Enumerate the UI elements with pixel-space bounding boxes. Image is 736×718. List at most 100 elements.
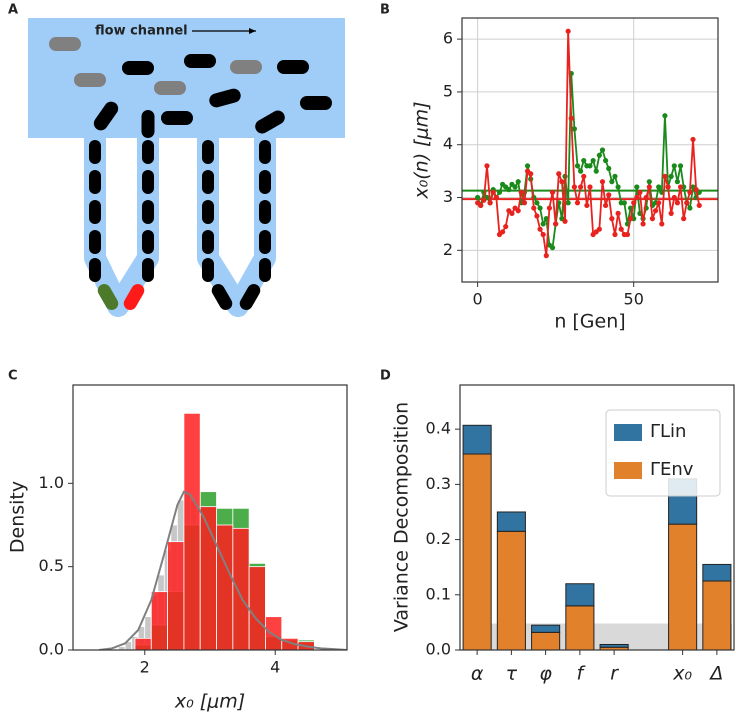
point [581, 157, 587, 164]
panel-letter: A [8, 3, 18, 18]
point [518, 189, 524, 195]
point [609, 216, 615, 222]
cell [49, 37, 81, 51]
point [590, 157, 596, 164]
panel: B 2 3 4 5 6 0 50 n [Gen] x₀(n) [μm] [380, 3, 719, 333]
cell [300, 96, 332, 110]
point [534, 200, 540, 206]
bar-segment [496, 530, 526, 650]
point [593, 168, 599, 174]
point [652, 208, 659, 214]
bar-segment [531, 624, 561, 633]
hist-bar [183, 412, 201, 650]
y-tick-label: 0.4 [426, 419, 451, 438]
hist-bar [265, 616, 283, 650]
point [684, 200, 690, 206]
cell [259, 230, 271, 254]
axes-frame [72, 384, 348, 651]
cell [277, 60, 309, 74]
flow-label: flow channel [95, 24, 188, 39]
point [674, 179, 681, 185]
x-tick-label: φ [539, 663, 552, 685]
point [656, 184, 662, 190]
cell [89, 170, 101, 194]
y-axis-label: Density [7, 481, 29, 553]
x-tick-label: 0 [473, 290, 483, 309]
axes-frame [459, 384, 735, 651]
point [596, 152, 602, 158]
point [634, 194, 640, 201]
x-tick-label: x₀ [672, 663, 692, 685]
bar-segment [702, 580, 732, 650]
point [528, 171, 534, 177]
point [556, 171, 562, 177]
point [537, 205, 543, 211]
point [646, 184, 652, 190]
point [481, 197, 487, 203]
cell [255, 110, 285, 134]
arrow-head [249, 28, 256, 34]
point [546, 205, 553, 211]
panel-letter: D [380, 369, 391, 384]
cell [259, 140, 271, 164]
legend-label: ΓEnv [650, 459, 694, 480]
point [487, 200, 493, 206]
point [562, 218, 568, 224]
point [524, 163, 531, 169]
point [571, 184, 577, 190]
point [640, 221, 646, 227]
point [659, 221, 665, 227]
point [540, 221, 546, 227]
cell [142, 200, 154, 224]
y-tick-label: 0.0 [426, 640, 451, 659]
point [634, 184, 640, 190]
cell [123, 284, 145, 310]
y-tick-label: 4 [443, 134, 453, 153]
point [521, 200, 528, 206]
point [493, 194, 499, 201]
cell [259, 258, 271, 282]
point [649, 216, 656, 222]
diagram: A flow channel [8, 3, 345, 317]
point [543, 253, 549, 259]
y-axis-label: x₀(n) [μm] [411, 101, 433, 199]
point [553, 221, 559, 227]
cell [184, 54, 216, 68]
cell [89, 258, 101, 282]
point [612, 231, 618, 238]
y-tick-label: 0.1 [426, 584, 451, 603]
y-tick-label: 0.0 [39, 640, 64, 659]
point [512, 184, 518, 190]
cell [142, 140, 154, 164]
point [618, 226, 624, 232]
point [606, 192, 612, 198]
y-tick-label: 0.2 [426, 529, 451, 548]
point [599, 179, 606, 185]
cell [259, 170, 271, 194]
cell [211, 284, 233, 310]
y-axis-label: Variance Decomposition [391, 402, 413, 632]
point [599, 147, 606, 153]
point [668, 173, 674, 179]
cells [49, 37, 332, 310]
point [615, 184, 621, 190]
point [506, 187, 512, 193]
hist-bar [150, 591, 168, 650]
point [677, 163, 684, 169]
bar-segment [531, 631, 561, 650]
point [596, 226, 602, 232]
point [490, 189, 496, 195]
point [515, 208, 521, 214]
point [537, 226, 543, 232]
point [584, 202, 590, 209]
point [484, 163, 490, 169]
cell [122, 61, 154, 75]
point [671, 163, 677, 169]
x-tick-label: r [610, 663, 619, 685]
point [687, 205, 693, 211]
cell [239, 284, 261, 310]
panel: C 0.0 0.5 1.0 2 4 x₀ [μm] Density [7, 369, 348, 713]
point [668, 210, 674, 216]
point [687, 189, 693, 195]
